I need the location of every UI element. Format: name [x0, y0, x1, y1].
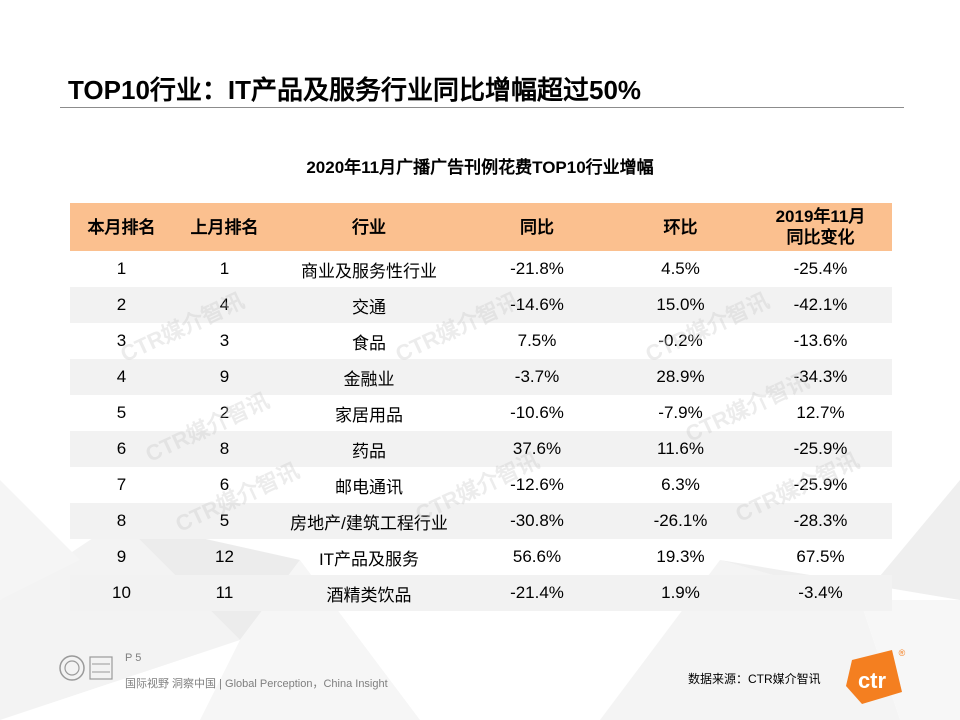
- prev-rank-cell: 2: [219, 403, 230, 422]
- table-row: 4 9 金融业 -3.7% 28.9% -34.3%: [70, 359, 892, 395]
- rank-cell: 1: [116, 259, 127, 278]
- yoy-cell: -30.8%: [462, 503, 612, 539]
- title-divider: [60, 107, 904, 108]
- rank-cell: 4: [70, 359, 173, 395]
- yoy-2019-cell: -13.6%: [793, 331, 848, 350]
- yoy-2019-cell: -42.1%: [749, 287, 892, 323]
- table-row: 2 4 交通 -14.6% 15.0% -42.1%: [70, 287, 892, 323]
- industry-cell: 家居用品: [335, 405, 403, 425]
- header-2019-yoy-line1: 2019年11月: [775, 207, 866, 226]
- mom-cell: 6.3%: [661, 475, 700, 494]
- page-number: P 5: [125, 652, 142, 664]
- ctr-logo: ctr ®: [846, 648, 906, 704]
- prev-rank-cell: 4: [173, 287, 276, 323]
- mom-cell: 11.6%: [612, 431, 749, 467]
- header-2019-yoy-line2: 同比变化: [786, 228, 855, 247]
- header-current-rank: 本月排名: [70, 203, 173, 251]
- table-row: 3 3 食品 7.5% -0.2% -13.6%: [70, 323, 892, 359]
- industry-cell: IT产品及服务: [318, 549, 420, 569]
- yoy-cell: -10.6%: [510, 403, 564, 422]
- rank-cell: 10: [70, 575, 173, 611]
- yoy-2019-cell: -25.4%: [793, 259, 848, 278]
- prev-rank-cell: 9: [173, 359, 276, 395]
- mom-cell: 1.9%: [612, 575, 749, 611]
- industry-cell: 食品: [352, 333, 386, 353]
- yoy-2019-cell: -25.9%: [749, 431, 892, 467]
- mom-cell: -7.9%: [658, 403, 703, 422]
- industry-cell: 交通: [276, 287, 462, 323]
- mom-cell: 19.3%: [656, 547, 705, 566]
- table-body: 1 1 商业及服务性行业 -21.8% 4.5% -25.4% 2 4 交通 -14.6% 15.0…: [70, 251, 892, 611]
- yoy-cell: 37.6%: [462, 431, 612, 467]
- rank-cell: 5: [116, 403, 127, 422]
- logo-text: ctr: [858, 668, 887, 693]
- table-row: 6 8 药品 37.6% 11.6% -25.9%: [70, 431, 892, 467]
- industry-cell: 药品: [276, 431, 462, 467]
- yoy-cell: -21.4%: [462, 575, 612, 611]
- industry-cell: 金融业: [276, 359, 462, 395]
- yoy-cell: 56.6%: [512, 547, 562, 566]
- yoy-2019-cell: 12.7%: [796, 403, 845, 422]
- header-previous-rank: 上月排名: [173, 203, 276, 251]
- rank-cell: 6: [70, 431, 173, 467]
- yoy-cell: -3.7%: [462, 359, 612, 395]
- table-row: 1 1 商业及服务性行业 -21.8% 4.5% -25.4%: [70, 251, 892, 287]
- rank-cell: 8: [70, 503, 173, 539]
- industry-cell: 酒精类饮品: [276, 575, 462, 611]
- mom-cell: 4.5%: [661, 259, 700, 278]
- mom-cell: -26.1%: [612, 503, 749, 539]
- industry-cell: 商业及服务性行业: [301, 261, 437, 281]
- rank-cell: 2: [70, 287, 173, 323]
- industry-cell: 邮电通讯: [335, 477, 403, 497]
- footer-slogan: 国际视野 洞察中国 | Global Perception，China Insi…: [125, 678, 388, 690]
- yoy-2019-cell: -28.3%: [749, 503, 892, 539]
- table-row: 7 6 邮电通讯 -12.6% 6.3% -25.9%: [70, 467, 892, 503]
- yoy-cell: -14.6%: [462, 287, 612, 323]
- header-mom: 环比: [612, 203, 749, 251]
- header-yoy: 同比: [462, 203, 612, 251]
- header-2019-yoy: 2019年11月 同比变化: [749, 203, 892, 251]
- prev-rank-cell: 12: [215, 547, 234, 566]
- rank-cell: 7: [116, 475, 127, 494]
- yoy-cell: -21.8%: [510, 259, 564, 278]
- prev-rank-cell: 6: [219, 475, 230, 494]
- logo-registered-mark: ®: [899, 648, 906, 658]
- prev-rank-cell: 1: [219, 259, 230, 278]
- prev-rank-cell: 8: [173, 431, 276, 467]
- yoy-cell: -12.6%: [510, 475, 564, 494]
- prev-rank-cell: 3: [219, 331, 230, 350]
- prev-rank-cell: 5: [173, 503, 276, 539]
- industry-cell: 房地产/建筑工程行业: [276, 503, 462, 539]
- slide-title: TOP10行业：IT产品及服务行业同比增幅超过50%: [68, 75, 642, 105]
- ranking-table: 本月排名 上月排名 行业 同比 环比 2019年11月 同比变化 1 1 商业及服务性…: [70, 203, 892, 611]
- table-row: 10 11 酒精类饮品 -21.4% 1.9% -3.4%: [70, 575, 892, 611]
- yoy-2019-cell: -3.4%: [749, 575, 892, 611]
- table-header-row: 本月排名 上月排名 行业 同比 环比 2019年11月 同比变化: [70, 203, 892, 251]
- prev-rank-cell: 11: [173, 575, 276, 611]
- data-source: 数据来源：CTR媒介智讯: [688, 672, 821, 686]
- mom-cell: 15.0%: [612, 287, 749, 323]
- table-row: 8 5 房地产/建筑工程行业 -30.8% -26.1% -28.3%: [70, 503, 892, 539]
- yoy-2019-cell: 67.5%: [796, 547, 845, 566]
- table-title: 2020年11月广播广告刊例花费TOP10行业增幅: [306, 158, 654, 177]
- mom-cell: 28.9%: [612, 359, 749, 395]
- yoy-2019-cell: -25.9%: [793, 475, 848, 494]
- rank-cell: 3: [116, 331, 127, 350]
- yoy-2019-cell: -34.3%: [749, 359, 892, 395]
- mom-cell: -0.2%: [658, 331, 703, 350]
- certification-badges: [59, 655, 113, 681]
- yoy-cell: 7.5%: [517, 331, 557, 350]
- header-industry: 行业: [276, 203, 462, 251]
- rank-cell: 9: [116, 547, 127, 566]
- table-row: 9 12 IT产品及服务 56.6% 19.3% 67.5%: [70, 539, 892, 575]
- table-row: 5 2 家居用品 -10.6% -7.9% 12.7%: [70, 395, 892, 431]
